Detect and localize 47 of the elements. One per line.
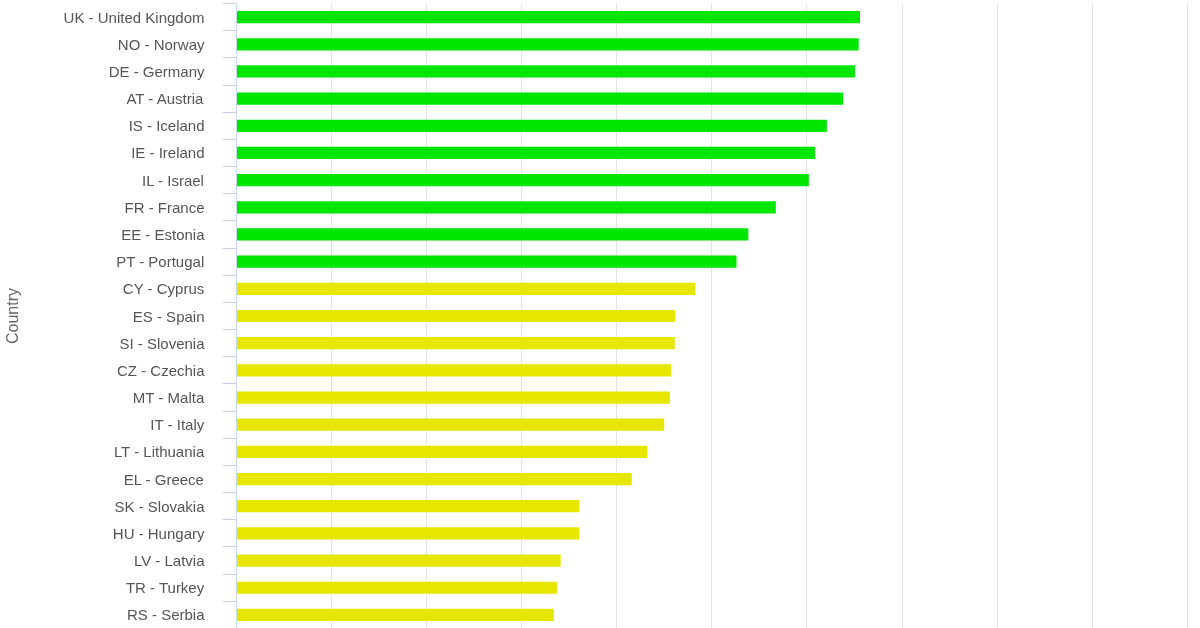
bar: [236, 500, 580, 513]
bar: [236, 527, 580, 540]
bar: [236, 92, 844, 105]
y-tick-label: IS - Iceland: [128, 117, 205, 135]
y-axis-title: Country: [3, 287, 21, 345]
bar: [236, 65, 855, 78]
y-tick-label: IE - Ireland: [131, 144, 205, 162]
y-tick-label: ES - Spain: [132, 307, 205, 325]
bar: [236, 337, 675, 350]
bar: [236, 255, 737, 268]
bar: [236, 119, 827, 132]
bar: [236, 445, 648, 458]
y-tick-label: PT - Portugal: [116, 253, 205, 271]
bar: [236, 201, 776, 214]
bar: [236, 228, 749, 241]
bar: [236, 10, 860, 24]
y-tick-label: SI - Slovenia: [119, 334, 206, 352]
y-tick-label: FR - France: [124, 198, 205, 216]
y-tick-label: EE - Estonia: [121, 225, 206, 243]
y-tick-label: MT - Malta: [132, 389, 205, 407]
y-tick-label: IL - Israel: [141, 171, 204, 189]
y-tick-label: LV - Latvia: [133, 552, 206, 570]
bar: [236, 581, 557, 594]
bar: [236, 418, 665, 431]
bar: [236, 38, 859, 51]
bar: [236, 309, 676, 323]
y-tick-label: RS - Serbia: [126, 606, 206, 624]
bar: [236, 608, 554, 622]
y-tick-label: SK - Slovakia: [114, 497, 206, 515]
y-tick-label: UK - United Kingdom: [63, 8, 205, 26]
bar: [236, 554, 561, 567]
y-tick-label: CZ - Czechia: [116, 361, 206, 379]
bar: [236, 174, 809, 187]
bar: [236, 364, 672, 377]
y-tick-label: DE - Germany: [108, 62, 205, 80]
bar: [236, 391, 670, 404]
bar: [236, 472, 632, 486]
y-tick-label: NO - Norway: [117, 35, 205, 53]
y-tick-label: TR - Turkey: [125, 579, 205, 597]
y-tick-label: IT - Italy: [150, 416, 205, 434]
bar: [236, 146, 816, 160]
y-tick-label: AT - Austria: [126, 90, 205, 108]
y-tick-label: LT - Lithuania: [113, 443, 205, 461]
y-tick-label: CY - Cyprus: [122, 280, 205, 298]
bar: [236, 282, 696, 295]
y-tick-label: HU - Hungary: [112, 524, 205, 542]
y-tick-label: EL - Greece: [123, 470, 204, 488]
